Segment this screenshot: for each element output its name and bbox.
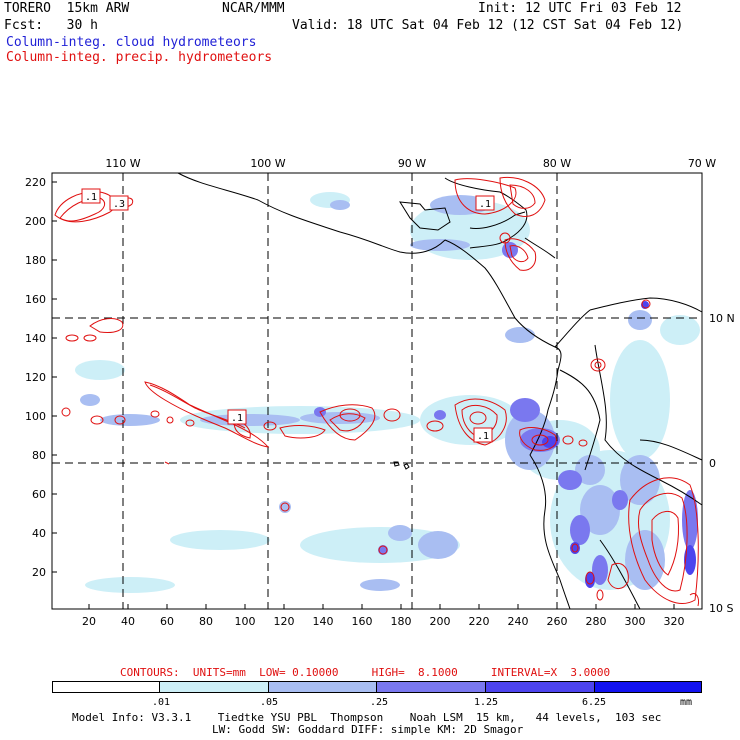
- y-tick: 220: [25, 176, 46, 189]
- colorbar-swatch-2: [268, 681, 377, 693]
- contour-labels: .1 .3 .1 .1 .1: [85, 192, 491, 442]
- x-tick-labels: 20 40 60 80 100 120 140 160 180 200 220 …: [82, 615, 685, 628]
- latlon-grid: [52, 173, 702, 609]
- x-tick: 320: [664, 615, 685, 628]
- y-tick: 60: [32, 488, 46, 501]
- colorbar-label: .25: [370, 697, 389, 708]
- colorbar-swatch-1: [159, 681, 269, 693]
- x-tick: 140: [313, 615, 334, 628]
- colorbar-swatch-5: [594, 681, 702, 693]
- x-tick: 40: [121, 615, 135, 628]
- colorbar-unit: mm: [680, 697, 693, 708]
- x-tick: 260: [547, 615, 568, 628]
- coastlines: [177, 172, 703, 610]
- x-tick: 120: [274, 615, 295, 628]
- y-tick: 200: [25, 215, 46, 228]
- precip-contours: [54, 176, 699, 607]
- lon-label: 100 W: [250, 157, 285, 170]
- center-label: NCAR/MMM: [222, 1, 285, 16]
- ticks: [52, 181, 675, 609]
- y-tick: 80: [32, 449, 46, 462]
- y-tick: 160: [25, 293, 46, 306]
- x-tick: 100: [235, 615, 256, 628]
- contour-info: CONTOURS: UNITS=mm LOW= 0.10000 HIGH= 8.…: [120, 666, 611, 679]
- physics-info: LW: Godd SW: Goddard DIFF: simple KM: 2D…: [212, 723, 524, 736]
- valid-time: Valid: 18 UTC Sat 04 Feb 12 (12 CST Sat …: [292, 18, 684, 33]
- contour-label: .3: [113, 199, 125, 210]
- x-tick: 20: [82, 615, 96, 628]
- contour-label: .1: [477, 431, 489, 442]
- colorbar-label: 1.25: [474, 697, 499, 708]
- x-tick: 180: [391, 615, 412, 628]
- x-tick: 220: [469, 615, 490, 628]
- y-tick: 20: [32, 566, 46, 579]
- y-tick: 180: [25, 254, 46, 267]
- colorbar-swatch-4: [485, 681, 595, 693]
- model-title: TORERO 15km ARW: [4, 1, 130, 16]
- colorbar-swatch-0: [52, 681, 160, 693]
- x-tick: 60: [160, 615, 174, 628]
- cloud-shading: [75, 192, 700, 593]
- colorbar-label: .01: [152, 697, 171, 708]
- y-tick: 120: [25, 371, 46, 384]
- contour-label-boxes: [81, 188, 495, 443]
- model-info: Model Info: V3.3.1 Tiedtke YSU PBL Thomp…: [72, 711, 662, 724]
- colorbar-swatch-3: [376, 681, 486, 693]
- x-tick: 160: [352, 615, 373, 628]
- lon-label: 70 W: [688, 157, 716, 170]
- contour-label: .1: [85, 192, 97, 203]
- lon-label: 80 W: [543, 157, 571, 170]
- x-tick: 300: [625, 615, 646, 628]
- lat-label: 10 S: [709, 602, 733, 615]
- top-lon-labels: 110 W 100 W 90 W 80 W 70 W: [105, 157, 716, 170]
- lat-label: 0: [709, 457, 716, 470]
- colorbar-label: 6.25: [582, 697, 607, 708]
- y-tick: 100: [25, 410, 46, 423]
- y-tick: 140: [25, 332, 46, 345]
- lon-label: 90 W: [398, 157, 426, 170]
- x-tick: 80: [199, 615, 213, 628]
- forecast-hour: Fcst: 30 h: [4, 18, 98, 33]
- legend-precip: Column-integ. precip. hydrometeors: [6, 50, 273, 65]
- y-tick-labels: 220 200 180 160 140 120 100 80 60 40 20: [25, 176, 46, 579]
- x-tick: 200: [430, 615, 451, 628]
- colorbar-label: .05: [260, 697, 279, 708]
- x-tick: 240: [508, 615, 529, 628]
- lat-label: 10 N: [709, 312, 735, 325]
- init-time: Init: 12 UTC Fri 03 Feb 12: [478, 1, 682, 16]
- right-lat-labels: 10 N 0 10 S: [709, 312, 735, 615]
- y-tick: 40: [32, 527, 46, 540]
- lon-label: 110 W: [105, 157, 140, 170]
- legend-cloud: Column-integ. cloud hydrometeors: [6, 35, 257, 50]
- x-tick: 280: [586, 615, 607, 628]
- contour-label: .1: [231, 413, 243, 424]
- contour-label: .1: [479, 199, 491, 210]
